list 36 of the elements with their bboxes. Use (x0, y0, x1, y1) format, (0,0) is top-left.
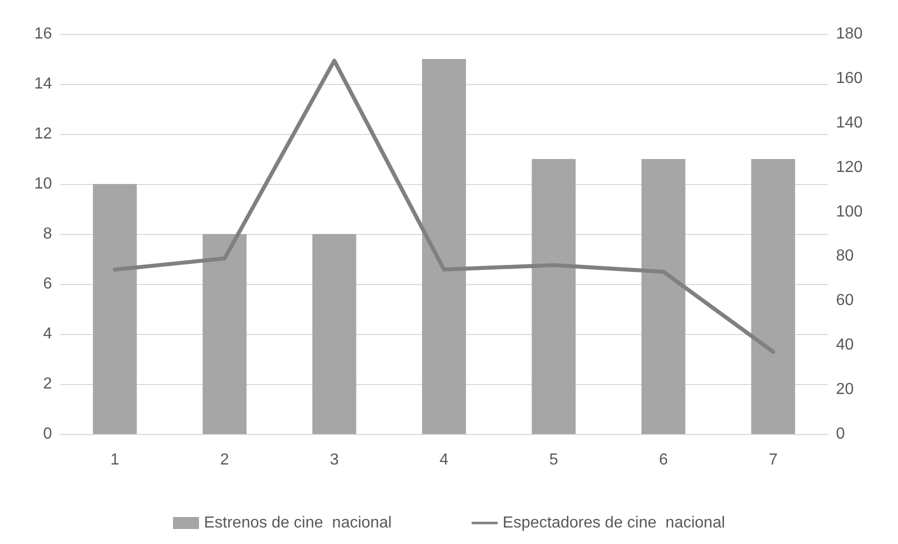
y-tick-label: 10 (34, 176, 52, 192)
x-tick-label: 6 (658, 452, 668, 468)
y2-tick-label: 160 (836, 70, 863, 87)
y-tick-label: 4 (43, 326, 52, 342)
bar (751, 159, 796, 434)
legend-label: Espectadores de cine nacional (502, 514, 726, 532)
y2-tick-label: 140 (836, 114, 863, 132)
bar (312, 234, 356, 434)
y2-tick-label: 180 (836, 26, 863, 42)
y-tick-label: 12 (34, 126, 52, 142)
y-tick-label: 0 (43, 426, 52, 442)
y2-tick-label: 20 (836, 381, 854, 398)
x-tick-label: 3 (330, 452, 339, 468)
bar (532, 159, 576, 434)
y2-tick-label: 80 (836, 248, 854, 265)
y-tick-label: 2 (43, 376, 52, 392)
y-tick-label: 14 (34, 76, 52, 92)
x-tick-label: 1 (110, 452, 120, 468)
y-tick-label: 6 (43, 276, 52, 292)
bar (92, 184, 137, 434)
y2-tick-label: 40 (836, 336, 854, 354)
bar (202, 234, 247, 434)
x-tick-label: 2 (220, 452, 230, 468)
x-tick-label: 4 (440, 452, 449, 468)
line-series (112, 58, 776, 354)
y2-tick-label: 100 (836, 203, 863, 220)
y-tick-label: 16 (34, 26, 52, 42)
y2-tick-label: 0 (836, 426, 845, 442)
legend-label: Estrenos de cine nacional (204, 514, 392, 532)
y2-tick-label: 120 (836, 158, 863, 176)
y-tick-label: 8 (43, 226, 52, 242)
bar (641, 159, 686, 434)
bar (422, 59, 466, 434)
x-tick-label: 7 (768, 452, 778, 468)
y2-tick-label: 60 (836, 292, 854, 310)
x-tick-label: 5 (549, 452, 558, 468)
